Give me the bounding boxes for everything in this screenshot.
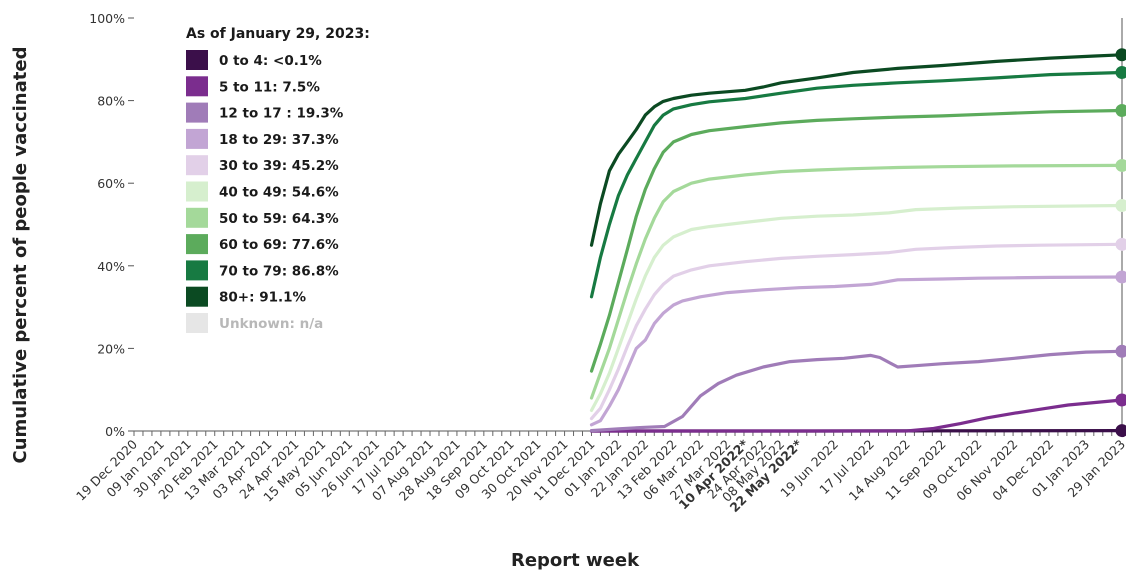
legend-label: 5 to 11: 7.5%: [219, 79, 320, 95]
legend-label: 0 to 4: <0.1%: [219, 53, 322, 69]
series-line: [589, 242, 1124, 421]
series-line: [589, 275, 1124, 427]
series-end-marker: [1115, 424, 1126, 438]
series-end-marker: [1115, 393, 1126, 407]
legend-swatch: [186, 102, 208, 123]
y-tick-label: 80%: [97, 94, 125, 109]
series-line: [589, 203, 1124, 412]
legend-swatch: [186, 207, 208, 228]
legend-swatch-unknown: [186, 313, 208, 333]
series-end-marker: [1115, 66, 1126, 80]
series-line: [589, 398, 1124, 433]
legend-title: As of January 29, 2023:: [186, 26, 370, 42]
legend-swatch: [186, 128, 208, 149]
y-tick-label: 60%: [97, 176, 125, 191]
series-line: [589, 53, 1124, 247]
y-tick-label: 20%: [97, 341, 125, 356]
legend-swatch: [186, 286, 208, 307]
series-end-marker: [1115, 199, 1126, 213]
legend-label: 70 to 79: 86.8%: [219, 263, 339, 279]
series-end-marker: [1115, 344, 1126, 358]
legend-label-unknown: Unknown: n/a: [219, 316, 323, 332]
y-tick-label: 40%: [97, 259, 125, 274]
series-end-marker: [1115, 270, 1126, 284]
legend-swatch: [186, 181, 208, 202]
legend-label: 12 to 17 : 19.3%: [219, 106, 344, 122]
legend-swatch: [186, 260, 208, 281]
series-line: [589, 70, 1124, 299]
series-line: [589, 349, 1124, 433]
legend-label: 40 to 49: 54.6%: [219, 185, 339, 201]
series-line: [589, 108, 1124, 373]
legend-label: 60 to 69: 77.6%: [219, 237, 339, 253]
legend-label: 18 to 29: 37.3%: [219, 132, 339, 148]
series-end-marker: [1115, 237, 1126, 251]
legend-swatch: [186, 50, 208, 70]
legend: As of January 29, 2023: 0 to 4: <0.1% 5 to…: [186, 26, 370, 333]
series-end-marker: [1115, 48, 1126, 62]
legend-label: 80+: 91.1%: [219, 290, 307, 306]
legend-label: 50 to 59: 64.3%: [219, 211, 339, 227]
y-tick-label: 0%: [105, 424, 125, 439]
legend-swatch: [186, 234, 208, 255]
series-end-marker: [1115, 104, 1126, 118]
legend-swatch: [186, 155, 208, 176]
series-layer: [589, 48, 1126, 438]
x-axis-title: Report week: [511, 550, 640, 571]
series-end-marker: [1115, 158, 1126, 172]
y-tick-label: 100%: [89, 11, 125, 26]
series-line: [589, 163, 1124, 400]
legend-swatch: [186, 76, 208, 97]
legend-label: 30 to 39: 45.2%: [219, 158, 339, 174]
y-axis-title: Cumulative percent of people vaccinated: [10, 47, 31, 464]
